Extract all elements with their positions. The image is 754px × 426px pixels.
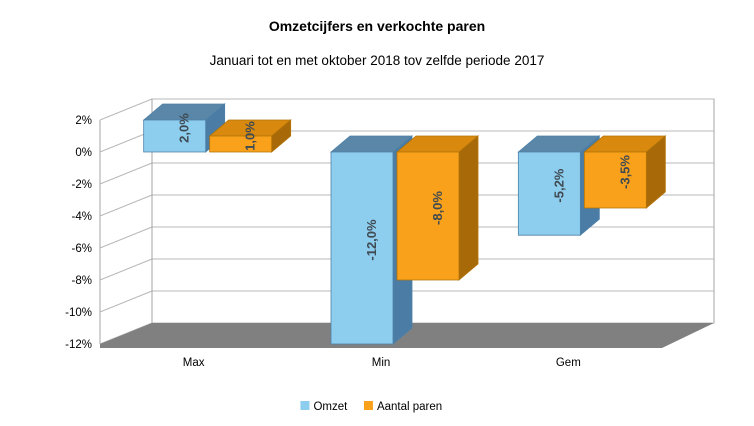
bar-value-label: -12,0% bbox=[364, 219, 379, 261]
side-wall-gridline bbox=[99, 162, 153, 185]
floor bbox=[100, 323, 714, 348]
bar-aantal-paren-min[interactable]: -8,0% bbox=[395, 135, 480, 281]
bar-front-face[interactable] bbox=[396, 151, 460, 281]
bar-front-face[interactable] bbox=[330, 151, 394, 345]
bar-value-label: 2,0% bbox=[177, 113, 192, 143]
bar-value-label: 1,0% bbox=[243, 121, 258, 151]
bar-front-face[interactable] bbox=[583, 151, 647, 209]
y-axis: 2% 0% -2% -4% -6% -8% -10% -12% bbox=[65, 115, 92, 351]
legend-item-aantal-paren[interactable]: Aantal paren bbox=[363, 401, 442, 413]
chart-subtitle: Januari tot en met oktober 2018 tov zelf… bbox=[209, 53, 545, 68]
bar-value-label: -8,0% bbox=[430, 191, 445, 225]
y-tick-label: -6% bbox=[72, 243, 92, 255]
side-wall-gridline bbox=[99, 194, 153, 217]
category-label-min: Min bbox=[372, 357, 391, 369]
legend-item-omzet[interactable]: Omzet bbox=[300, 401, 348, 413]
bar-aantal-paren-gem[interactable]: -3,5% bbox=[583, 135, 667, 209]
legend-label: Aantal paren bbox=[377, 401, 442, 413]
side-wall-gridline bbox=[99, 290, 153, 313]
category-label-max: Max bbox=[183, 357, 205, 369]
legend-swatch bbox=[363, 401, 373, 410]
category-label-gem: Gem bbox=[556, 357, 581, 369]
bar-front-face[interactable] bbox=[209, 135, 273, 153]
side-wall-gridline bbox=[99, 226, 153, 249]
chart-title: Omzetcijfers en verkochte paren bbox=[268, 18, 486, 34]
y-tick-label: -8% bbox=[72, 275, 92, 287]
bar-value-label: -3,5% bbox=[617, 155, 632, 189]
side-wall-gridline bbox=[99, 98, 153, 121]
legend: Omzet Aantal paren bbox=[300, 401, 442, 413]
side-wall-gridline bbox=[99, 258, 153, 281]
y-tick-label: 0% bbox=[75, 147, 92, 159]
y-tick-label: -10% bbox=[65, 307, 92, 319]
legend-swatch bbox=[300, 401, 310, 410]
y-tick-label: -4% bbox=[72, 211, 92, 223]
bar-front-face[interactable] bbox=[517, 151, 581, 236]
y-tick-label: 2% bbox=[75, 115, 92, 127]
y-tick-label: -12% bbox=[65, 339, 92, 351]
bar-side-face[interactable] bbox=[458, 135, 479, 281]
bar-front-face[interactable] bbox=[143, 119, 207, 153]
bar-aantal-paren-max[interactable]: 1,0% bbox=[208, 119, 292, 153]
bar-omzet-max[interactable]: 2,0% bbox=[142, 103, 226, 153]
bar-value-label: -5,2% bbox=[551, 168, 566, 202]
legend-label: Omzet bbox=[313, 401, 348, 413]
y-tick-label: -2% bbox=[72, 179, 92, 191]
